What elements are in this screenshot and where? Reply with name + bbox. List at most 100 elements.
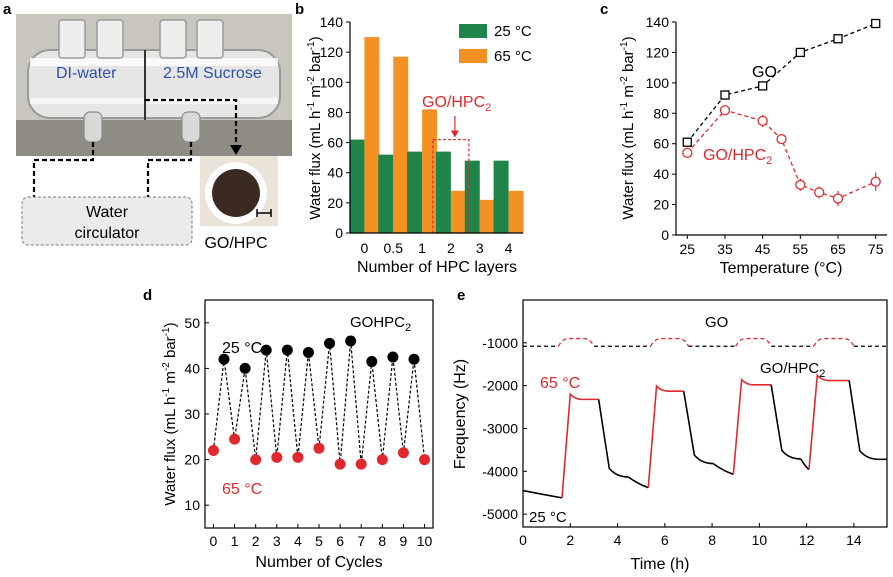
point-25c-d (408, 353, 420, 365)
x-tick-label-d: 10 (417, 533, 433, 549)
point-25c-d (387, 351, 399, 363)
panel-label-d: d (143, 287, 152, 304)
panel-label-a: a (3, 1, 12, 18)
scatter-series-c (682, 18, 881, 207)
panel-label-b: b (295, 1, 304, 18)
bar-65c-3 (479, 199, 495, 233)
label-25c-d: 25 °C (222, 340, 262, 357)
bar-25c-1 (407, 151, 423, 233)
panel-a: a DI-water 2.5M Sucrose Water circulator (3, 1, 292, 252)
go-marker-c (720, 90, 730, 100)
y-tick-label-b: 40 (327, 165, 343, 181)
panel-b: b GO/HPC2 0 20 40 60 80 100 120 140 0 0.5 1 2 3 4 25… (295, 1, 532, 276)
y-tick-label-d: 30 (184, 406, 200, 422)
right-cell-label: 2.5M Sucrose (163, 65, 262, 82)
point-65c-d (355, 458, 367, 470)
x-tick-label-d: 9 (400, 533, 408, 549)
x-tick-label-d: 3 (273, 533, 281, 549)
x-tick-label-d: 0 (210, 533, 218, 549)
bar-annotation-group: GO/HPC2 (422, 94, 491, 234)
point-25c-d (218, 353, 230, 365)
membrane-photo (200, 156, 278, 226)
gohpc-trace-cold-e (712, 462, 734, 476)
gohpc-trace-cold-e (627, 476, 649, 489)
point-65c-d (419, 454, 431, 466)
bar-65c-0 (364, 37, 380, 234)
x-tick-label-d: 8 (378, 533, 386, 549)
go-trace-hot-e (735, 337, 772, 347)
y-ticks-c: 0 20 40 60 80 100 120 140 (646, 14, 676, 243)
x-tick-label-e: 12 (799, 532, 815, 548)
gohpc-trace-drop-e (682, 391, 714, 465)
point-65c-d (292, 451, 304, 463)
x-axis-title-b: Number of HPC layers (357, 259, 517, 276)
y-tick-label-b: 0 (335, 225, 343, 241)
title-d: GOHPC2 (350, 314, 411, 334)
y-tick-label-c: 80 (653, 105, 669, 121)
x-tick-label-e: 8 (708, 532, 716, 548)
bar-65c-1 (422, 109, 438, 233)
point-25c-d (260, 344, 272, 356)
tube-to-membrane (145, 98, 238, 145)
tube-left (32, 142, 95, 198)
y-tick-label-c: 100 (646, 75, 670, 91)
go-marker-c (795, 47, 805, 58)
label-gohpc-e: GO/HPC2 (760, 360, 825, 380)
x-ticks-b: 0 0.5 1 2 3 4 (361, 240, 513, 256)
panel-label-e: e (457, 287, 465, 304)
x-axis-title-d: Number of Cycles (255, 554, 382, 571)
x-tick-label-e: 6 (661, 532, 669, 548)
highlight-arrow-head (450, 130, 459, 138)
plot-frame-e (522, 299, 888, 528)
y-tick-label-c: 40 (653, 166, 669, 182)
x-tick-label-b: 1 (418, 240, 426, 256)
gohpc-marker-c (814, 187, 825, 198)
membrane-disc (212, 169, 260, 217)
glass-neck-2 (96, 19, 124, 59)
setup-photo: DI-water 2.5M Sucrose (16, 14, 292, 156)
y-tick-label-e: -1000 (482, 335, 518, 351)
point-25c-d (281, 344, 293, 356)
bar-25c-0 (349, 139, 365, 233)
x-axis-title-c: Temperature (°C) (720, 260, 843, 277)
legend-swatch-25c (459, 24, 487, 38)
point-65c-d (397, 447, 409, 459)
photo-bench (16, 120, 292, 156)
point-65c-d (250, 454, 262, 466)
point-25c-d (366, 356, 378, 368)
label-65c-d: 65 °C (222, 481, 262, 498)
tubing-lines (32, 98, 238, 198)
glass-neck-3 (159, 19, 187, 59)
water-circulator-box (21, 196, 193, 246)
x-tick-label-c: 25 (680, 241, 696, 257)
glass-port-right (181, 111, 201, 143)
glass-neck-4 (196, 19, 224, 59)
x-tick-label-d: 5 (315, 533, 323, 549)
x-ticks-d: 0 1 2 3 4 5 6 7 8 9 10 (210, 524, 433, 549)
y-tick-label-e: -2000 (482, 378, 518, 394)
x-tick-label-e: 4 (614, 532, 622, 548)
panel-label-c: c (600, 1, 608, 18)
point-65c-d (313, 442, 325, 454)
label-65c-e: 65 °C (540, 375, 580, 392)
x-tick-label-b: 3 (476, 240, 484, 256)
panel-c: c 0 20 40 60 80 100 120 140 25 35 45 55 65 75 GO GO/… (600, 1, 887, 277)
point-25c-d (324, 337, 336, 349)
y-tick-label-c: 20 (653, 197, 669, 213)
point-25c-d (345, 335, 357, 347)
x-tick-label-c: 55 (793, 241, 809, 257)
y-tick-label-e: -3000 (482, 420, 518, 436)
x-tick-label-b: 4 (505, 240, 513, 256)
y-tick-label-b: 20 (327, 195, 343, 211)
y-tick-label-d: 10 (184, 497, 200, 513)
y-ticks-d: 10 20 30 40 50 (184, 315, 209, 513)
y-tick-label-c: 120 (646, 44, 670, 60)
y-tick-label-b: 120 (320, 44, 344, 60)
circulator-label-line1: Water (86, 204, 129, 221)
frequency-traces-e (522, 337, 887, 499)
series-label-go-c: GO (752, 64, 777, 81)
gohpc-marker-c (795, 179, 806, 190)
y-axis-title-e: Frequency (Hz) (452, 359, 469, 469)
legend-swatch-65c (459, 49, 487, 63)
